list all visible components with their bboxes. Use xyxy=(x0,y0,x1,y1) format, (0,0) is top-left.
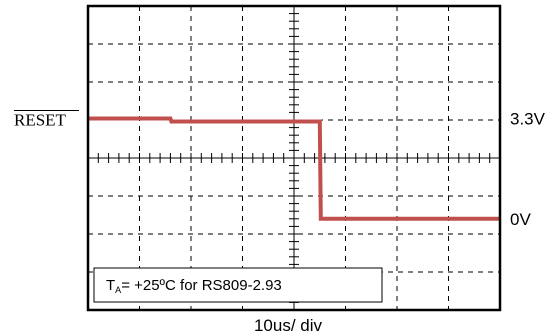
annotation-subscript: A xyxy=(115,285,121,295)
annotation-body: = +25ºC for RS809-2.93 xyxy=(121,277,282,294)
x-axis-label: 10us/ div xyxy=(254,316,323,335)
annotation-prefix: T xyxy=(106,277,115,294)
grid xyxy=(87,5,501,311)
level-label: 0V xyxy=(510,210,531,229)
level-label: 3.3V xyxy=(510,109,546,128)
reset-channel-label: RESET xyxy=(14,110,67,129)
annotation-box xyxy=(93,267,383,303)
traces xyxy=(88,116,500,221)
annotation-text: TA= +25ºC for RS809-2.93 xyxy=(106,277,282,295)
plot-frame xyxy=(86,4,502,312)
trace-reset xyxy=(88,116,500,221)
